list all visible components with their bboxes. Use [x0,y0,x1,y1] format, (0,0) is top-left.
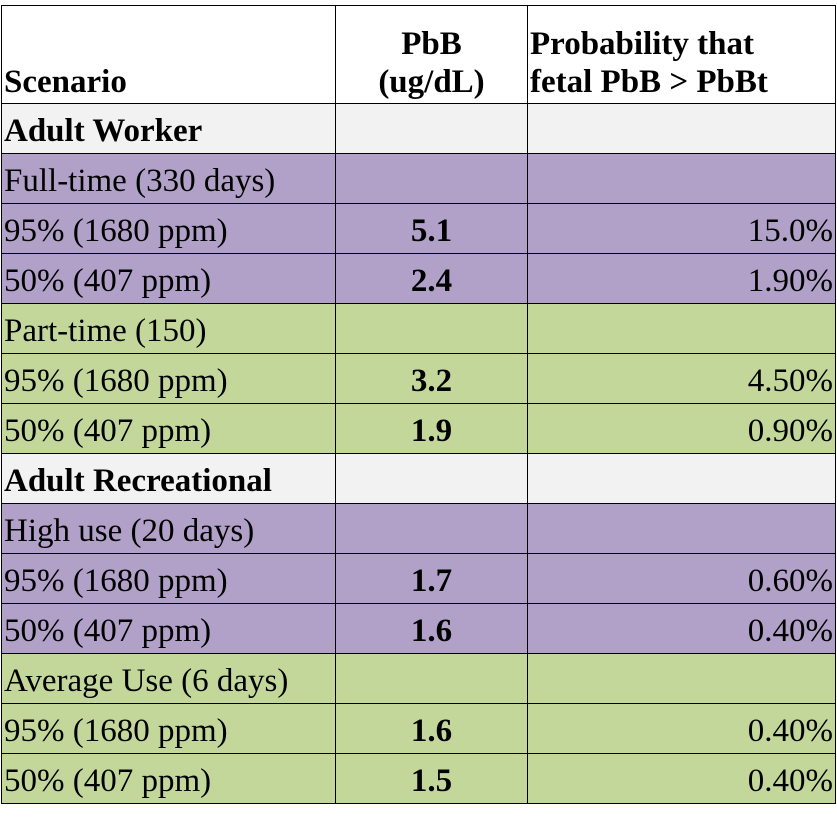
table-row: Full-time (330 days) [1,153,836,204]
results-table: Scenario PbB (ug/dL) Probability that feta… [1,5,836,804]
probability-cell: 0.60% [527,553,836,604]
table-row: 95% (1680 ppm) 3.2 4.50% [1,353,836,404]
scenario-cell: 95% (1680 ppm) [1,203,336,254]
scenario-cell: 50% (407 ppm) [1,753,336,804]
probability-cell: 0.40% [527,703,836,754]
header-probability: Probability that fetal PbB > PbBt [527,5,836,104]
scenario-cell: 95% (1680 ppm) [1,703,336,754]
group-label: Average Use (6 days) [1,653,336,704]
table-row: Adult Worker [1,103,836,154]
pbb-cell: 1.6 [335,703,528,754]
pbb-cell: 2.4 [335,253,528,304]
probability-cell: 0.40% [527,603,836,654]
header-row: Scenario PbB (ug/dL) Probability that feta… [1,5,836,104]
table-row: 50% (407 ppm) 1.9 0.90% [1,403,836,454]
table-row: Adult Recreational [1,453,836,504]
pbb-cell: 1.6 [335,603,528,654]
probability-cell: 1.90% [527,253,836,304]
scenario-cell: 50% (407 ppm) [1,403,336,454]
pbb-cell: 1.7 [335,553,528,604]
table-row: 95% (1680 ppm) 1.6 0.40% [1,703,836,754]
table-row: 50% (407 ppm) 1.6 0.40% [1,603,836,654]
section-label: Adult Recreational [1,453,336,504]
pbb-cell: 1.5 [335,753,528,804]
table-row: 95% (1680 ppm) 5.1 15.0% [1,203,836,254]
header-pbb: PbB (ug/dL) [335,5,528,104]
table-row: Average Use (6 days) [1,653,836,704]
table-row: High use (20 days) [1,503,836,554]
header-scenario: Scenario [1,5,336,104]
group-label: Part-time (150) [1,303,336,354]
probability-cell: 0.40% [527,753,836,804]
group-label: High use (20 days) [1,503,336,554]
table-row: 50% (407 ppm) 2.4 1.90% [1,253,836,304]
probability-cell: 15.0% [527,203,836,254]
pbb-cell: 5.1 [335,203,528,254]
probability-cell: 0.90% [527,403,836,454]
section-label: Adult Worker [1,103,336,154]
table-row: 50% (407 ppm) 1.5 0.40% [1,753,836,804]
table-row: Part-time (150) [1,303,836,354]
pbb-cell: 1.9 [335,403,528,454]
probability-cell: 4.50% [527,353,836,404]
pbb-cell: 3.2 [335,353,528,404]
scenario-cell: 95% (1680 ppm) [1,353,336,404]
table-row: 95% (1680 ppm) 1.7 0.60% [1,553,836,604]
scenario-cell: 95% (1680 ppm) [1,553,336,604]
group-label: Full-time (330 days) [1,153,336,204]
scenario-cell: 50% (407 ppm) [1,253,336,304]
scenario-cell: 50% (407 ppm) [1,603,336,654]
